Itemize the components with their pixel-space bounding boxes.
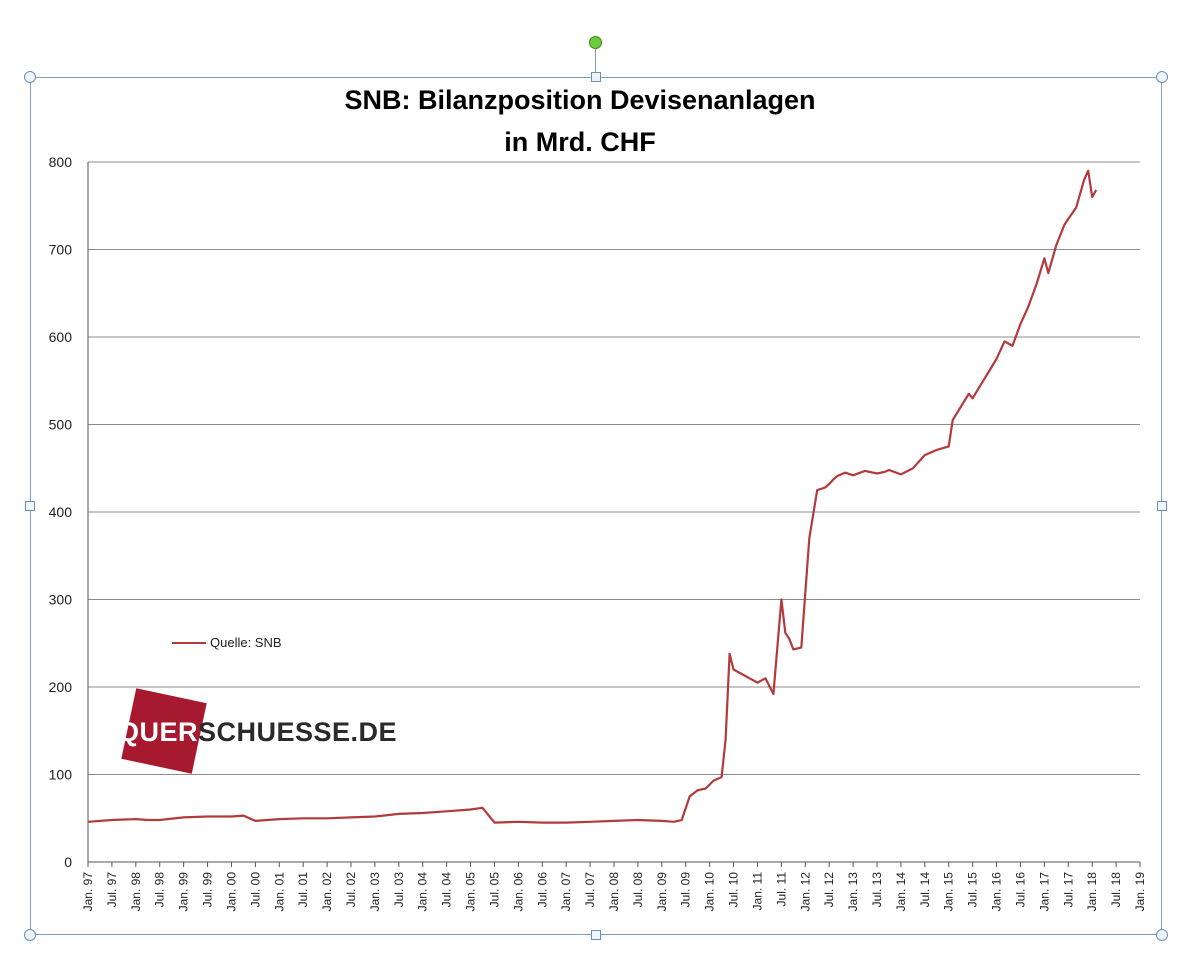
x-tick-label: Jul. 00 [248, 872, 262, 908]
x-tick-label: Jul. 17 [1061, 872, 1075, 908]
y-tick-label: 600 [49, 329, 73, 345]
x-tick-label: Jan. 13 [846, 872, 860, 912]
legend-line-swatch [172, 641, 206, 644]
x-tick-label: Jan. 18 [1085, 872, 1099, 912]
y-tick-label: 700 [49, 242, 73, 258]
x-tick-label: Jan. 03 [368, 872, 382, 912]
x-tick-label: Jul. 13 [870, 872, 884, 908]
x-tick-label: Jul. 02 [344, 872, 358, 908]
x-tick-label: Jul. 03 [392, 872, 406, 908]
x-tick-label: Jan. 97 [81, 872, 95, 912]
x-tick-label: Jul. 14 [918, 872, 932, 908]
resize-handle-top-left[interactable] [24, 71, 36, 83]
resize-handle-bottom-left[interactable] [24, 929, 36, 941]
y-tick-label: 0 [64, 854, 72, 870]
y-tick-label: 200 [49, 679, 73, 695]
y-tick-label: 800 [49, 154, 73, 170]
x-tick-label: Jan. 01 [272, 872, 286, 912]
x-tick-label: Jan. 16 [990, 872, 1004, 912]
legend: Quelle: SNB [172, 635, 282, 650]
x-tick-label: Jul. 04 [440, 872, 454, 908]
resize-handle-left[interactable] [25, 501, 35, 511]
x-tick-label: Jan. 14 [894, 872, 908, 912]
x-tick-label: Jul. 05 [487, 872, 501, 908]
x-tick-label: Jul. 97 [105, 872, 119, 908]
x-tick-label: Jul. 98 [153, 872, 167, 908]
x-tick-label: Jul. 99 [201, 872, 215, 908]
x-tick-label: Jan. 09 [655, 872, 669, 912]
x-tick-label: Jul. 18 [1109, 872, 1123, 908]
x-tick-label: Jul. 16 [1013, 872, 1027, 908]
resize-handle-right[interactable] [1157, 501, 1167, 511]
x-tick-label: Jan. 11 [750, 872, 764, 911]
x-tick-label: Jul. 10 [727, 872, 741, 908]
resize-handle-top-right[interactable] [1156, 71, 1168, 83]
x-tick-label: Jan. 02 [320, 872, 334, 912]
rotate-handle-stem [595, 49, 596, 73]
x-tick-label: Jan. 06 [511, 872, 525, 912]
y-tick-label: 400 [49, 504, 73, 520]
x-tick-label: Jan. 99 [177, 872, 191, 912]
x-tick-label: Jan. 07 [559, 872, 573, 912]
x-tick-label: Jul. 08 [631, 872, 645, 908]
legend-label: Quelle: SNB [210, 635, 282, 650]
x-tick-label: Jul. 06 [535, 872, 549, 908]
resize-handle-bottom-right[interactable] [1156, 929, 1168, 941]
x-tick-label: Jul. 07 [583, 872, 597, 908]
x-tick-label: Jan. 17 [1037, 872, 1051, 912]
x-tick-label: Jan. 10 [703, 872, 717, 912]
watermark-logo: QUERSCHUESSE.DE [118, 688, 418, 774]
x-tick-label: Jul. 15 [966, 872, 980, 908]
resize-handle-top[interactable] [591, 72, 601, 82]
x-tick-label: Jul. 12 [822, 872, 836, 908]
rotate-handle[interactable] [589, 36, 602, 49]
logo-text: QUERSCHUESSE.DE [118, 717, 398, 747]
x-tick-label: Jan. 15 [942, 872, 956, 912]
x-tick-label: Jan. 98 [129, 872, 143, 912]
y-tick-label: 500 [49, 417, 73, 433]
x-tick-label: Jul. 01 [296, 872, 310, 908]
chart-subtitle: in Mrd. CHF [504, 127, 656, 157]
x-tick-label: Jan. 00 [224, 872, 238, 912]
x-tick-label: Jan. 12 [798, 872, 812, 912]
series-line [87, 169, 1098, 824]
y-tick-label: 300 [49, 592, 73, 608]
x-tick-label: Jan. 19 [1133, 872, 1147, 912]
x-tick-label: Jul. 09 [679, 872, 693, 908]
x-tick-label: Jan. 04 [416, 872, 430, 912]
x-tick-label: Jul. 11 [774, 872, 788, 907]
resize-handle-bottom[interactable] [591, 930, 601, 940]
x-tick-label: Jan. 05 [464, 872, 478, 912]
chart-title: SNB: Bilanzposition Devisenanlagen [344, 85, 816, 115]
x-tick-label: Jan. 08 [607, 872, 621, 912]
y-tick-label: 100 [49, 767, 73, 783]
